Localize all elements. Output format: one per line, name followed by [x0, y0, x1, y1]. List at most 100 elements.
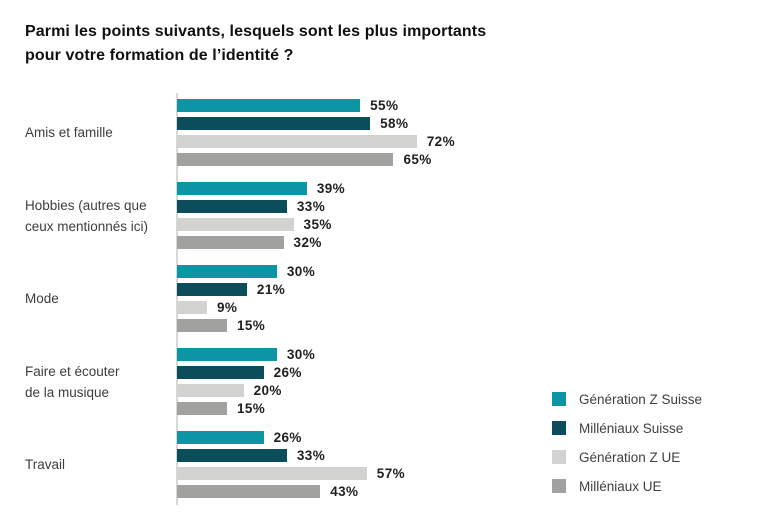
bar-value-label: 21% — [256, 282, 286, 297]
y-axis-line — [176, 93, 178, 505]
category-label-line: Travail — [25, 457, 66, 472]
bar — [177, 384, 244, 397]
legend-swatch — [552, 392, 566, 406]
bar-row: 30% — [177, 264, 316, 279]
category-label: Travail — [25, 431, 177, 498]
legend-swatch — [552, 479, 566, 493]
bar — [177, 485, 321, 498]
bar-group: 30% 26% 20% 15% — [177, 347, 316, 416]
bar-row: 20% — [177, 383, 315, 398]
bar — [177, 283, 247, 296]
chart-group: Amis et famille 55% 58% 72% 65% — [25, 98, 455, 167]
category-label-line: Faire et écouter — [25, 363, 120, 379]
legend-label: Génération Z Suisse — [579, 391, 703, 407]
bar-group: 39% 33% 35% 32% — [177, 181, 346, 250]
category-label-line: Amis et famille — [25, 125, 113, 140]
bar — [177, 301, 207, 314]
bar-row: 35% — [177, 217, 345, 232]
bar-row: 32% — [177, 235, 345, 250]
bar-value-label: 57% — [376, 466, 406, 481]
category-label-line: de la musique — [25, 384, 110, 400]
bar-row: 9% — [177, 300, 315, 315]
bar — [177, 218, 294, 231]
category-label: Amis et famille — [25, 99, 177, 166]
bar-value-label: 20% — [253, 383, 282, 398]
bar-row: 21% — [177, 282, 315, 297]
chart-title-line-1: Parmi les points suivants, lesquels sont… — [25, 23, 487, 40]
legend-label: Génération Z UE — [579, 449, 681, 465]
bar — [177, 319, 227, 332]
bar-row: 33% — [177, 448, 405, 463]
bar-row: 26% — [177, 365, 315, 380]
bar-row: 58% — [177, 116, 455, 131]
bar — [177, 182, 307, 195]
legend-swatch — [552, 421, 566, 435]
bar-row: 72% — [177, 134, 455, 149]
category-label: Mode — [25, 265, 177, 332]
legend-label: Milléniaux UE — [579, 478, 662, 494]
bar — [177, 467, 367, 480]
bar — [177, 348, 277, 361]
chart-group: Hobbies (autres que ceux mentionnés ici) 3… — [25, 181, 455, 250]
bar-row: 33% — [177, 199, 345, 214]
bar-value-label: 33% — [296, 199, 326, 214]
bar-row: 55% — [177, 98, 455, 113]
bar-value-label: 55% — [370, 98, 399, 113]
legend-item: Milléniaux Suisse — [552, 420, 702, 436]
bar-row: 57% — [177, 466, 406, 481]
bar — [177, 135, 417, 148]
chart-title: Parmi les points suivants, lesquels sont… — [25, 20, 486, 68]
bar-value-label: 32% — [293, 235, 322, 250]
bar — [177, 153, 394, 166]
bar-row: 39% — [177, 181, 346, 196]
category-label-line: Mode — [25, 291, 59, 306]
chart-group: Mode 30% 21% 9% 15% — [25, 264, 455, 333]
chart-groups: Amis et famille 55% 58% 72% 65% Hobbies (autr… — [25, 98, 455, 514]
bar-row: 26% — [177, 430, 405, 445]
bar — [177, 99, 361, 112]
bar-value-label: 58% — [380, 116, 409, 131]
bar-value-label: 26% — [273, 430, 302, 445]
legend-item: Génération Z UE — [552, 449, 702, 465]
bar — [177, 117, 371, 130]
bar-value-label: 72% — [426, 134, 455, 149]
bar — [177, 402, 227, 415]
bar — [177, 431, 264, 444]
legend-item: Génération Z Suisse — [552, 391, 703, 407]
legend-item: Milléniaux UE — [552, 478, 702, 494]
legend-swatch — [552, 450, 566, 464]
legend-label: Milléniaux Suisse — [579, 420, 684, 436]
bar — [177, 366, 264, 379]
bar-value-label: 35% — [303, 217, 332, 232]
bar-row: 65% — [177, 152, 455, 167]
bar-value-label: 30% — [286, 347, 316, 362]
bar-group: 26% 33% 57% 43% — [177, 430, 406, 499]
bar-value-label: 39% — [316, 181, 346, 196]
category-label: Faire et écouter de la musique — [25, 348, 177, 415]
category-label-line: Hobbies (autres que — [25, 197, 147, 213]
bar-row: 30% — [177, 347, 316, 362]
bar-value-label: 65% — [403, 152, 432, 167]
bar — [177, 449, 287, 462]
chart-group: Faire et écouter de la musique 30% 26% 20% 15… — [25, 347, 455, 416]
bar-value-label: 26% — [273, 365, 302, 380]
bar-value-label: 15% — [236, 318, 266, 333]
bar — [177, 265, 277, 278]
bar-value-label: 33% — [296, 448, 326, 463]
bar — [177, 236, 284, 249]
bar — [177, 200, 287, 213]
bar-value-label: 15% — [236, 401, 266, 416]
chart-title-line-2: pour votre formation de l’identité ? — [25, 47, 294, 64]
category-label-line: ceux mentionnés ici) — [25, 218, 149, 234]
bar-value-label: 43% — [330, 484, 359, 499]
chart-group: Travail 26% 33% 57% 43% — [25, 430, 455, 499]
legend: Génération Z Suisse Milléniaux Suisse Géné… — [552, 391, 703, 494]
bar-value-label: 30% — [286, 264, 316, 279]
bar-row: 15% — [177, 318, 315, 333]
category-label: Hobbies (autres que ceux mentionnés ici) — [25, 182, 177, 249]
bar-row: 15% — [177, 401, 315, 416]
bar-group: 30% 21% 9% 15% — [177, 264, 316, 333]
bar-group: 55% 58% 72% 65% — [177, 98, 455, 167]
bar-row: 43% — [177, 484, 405, 499]
